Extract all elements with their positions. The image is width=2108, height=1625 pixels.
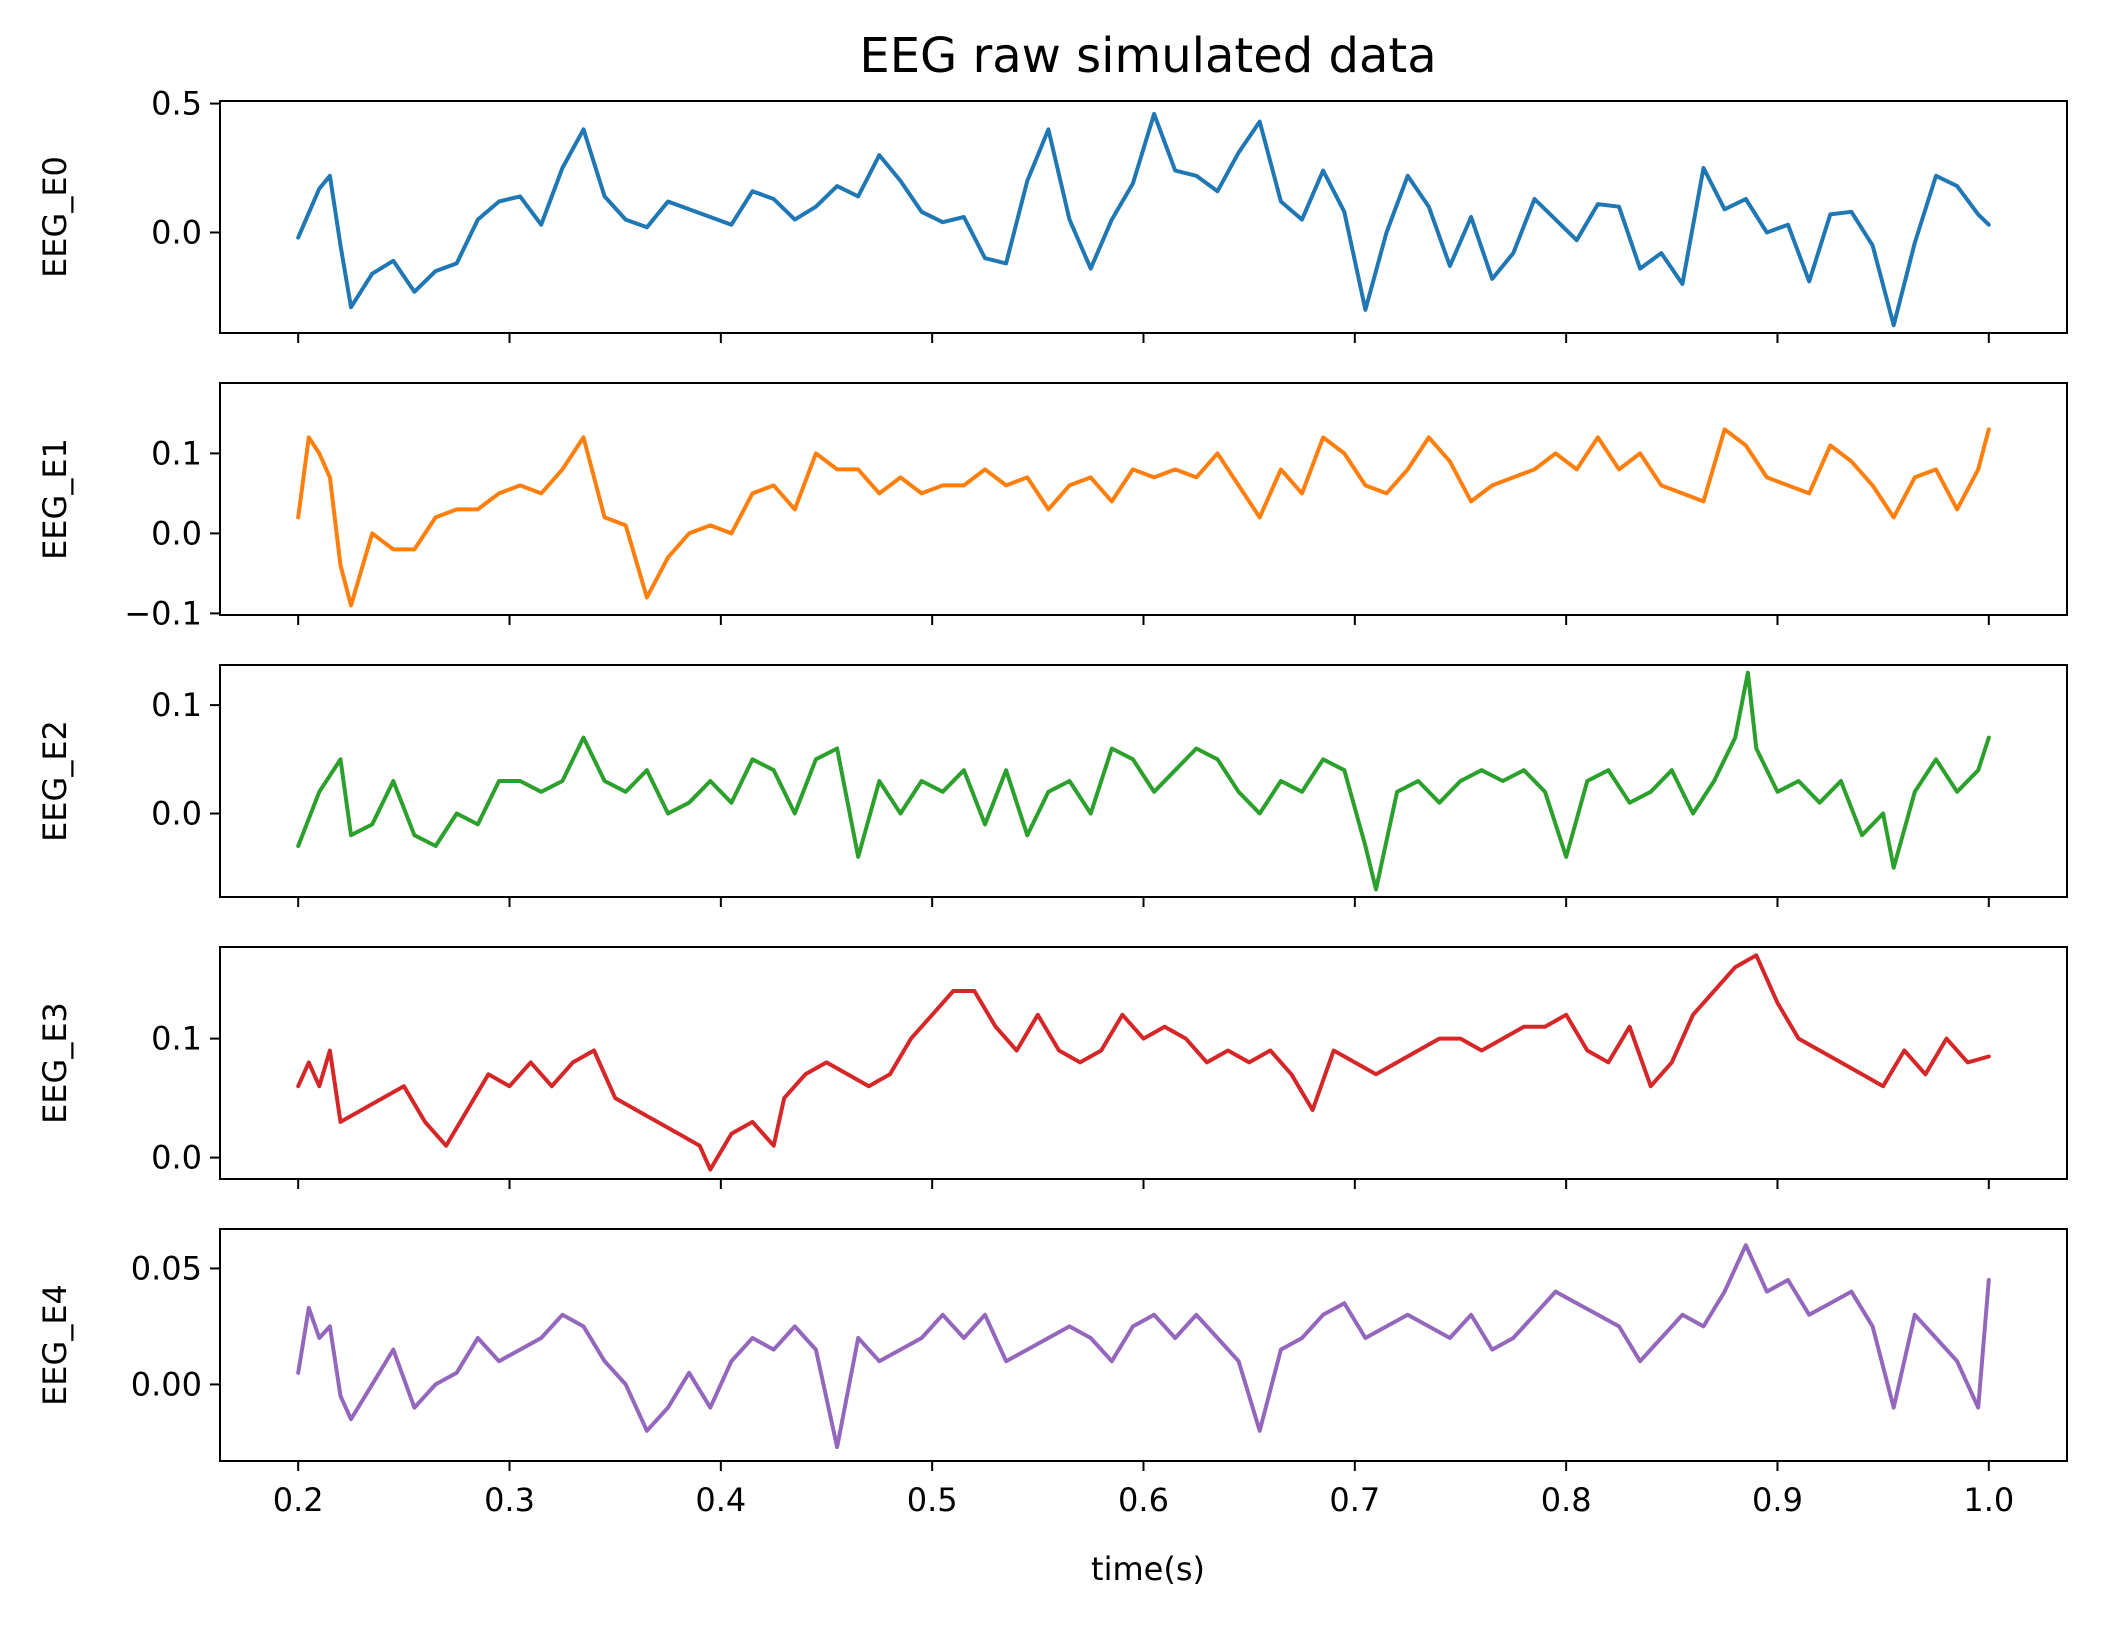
y-tick-label: 0.00 [131,1365,202,1403]
subplot-panels: 0.0 0.5 EEG_E0 −0.1 0.0 0.1 EEG_E1 0.0 0.1 EEG_E2… [36,85,2068,1519]
subplot-4: 0.00 0.05 EEG_E4 0.2 0.3 0.4 0.5 0.6 0.7 0.8 0.9 1.… [36,1228,2068,1519]
y-tick-label: 0.1 [151,1020,202,1058]
y-axis-label-EEG_E4: EEG_E4 [36,1284,74,1406]
series-line-EEG_E3 [296,953,1991,1172]
y-tick-label: 0.0 [151,213,202,251]
chart-title: EEG raw simulated data [859,28,1436,84]
series-line-EEG_E1 [296,427,1991,608]
x-tick-label: 0.5 [907,1481,958,1519]
series-line-EEG_E2 [296,670,1991,892]
x-tick-label: 0.7 [1329,1481,1380,1519]
series-line-EEG_E4 [296,1243,1991,1450]
y-tick-label: −0.1 [124,594,202,632]
y-axis-label-EEG_E3: EEG_E3 [36,1002,74,1124]
x-tick-label: 1.0 [1963,1481,2014,1519]
y-tick-label: 0.1 [151,434,202,472]
y-axis-label-EEG_E1: EEG_E1 [36,438,74,560]
y-tick-label: 0.0 [151,1139,202,1177]
y-tick-label: 0.5 [151,85,202,123]
subplot-2: 0.0 0.1 EEG_E2 [36,664,2068,907]
x-tick-label: 0.3 [484,1481,535,1519]
x-tick-label: 0.9 [1752,1481,1803,1519]
x-tick-label: 0.8 [1541,1481,1592,1519]
y-tick-label: 0.05 [131,1249,202,1287]
x-tick-label: 0.4 [695,1481,746,1519]
y-tick-label: 0.1 [151,686,202,724]
x-axis-label: time(s) [1091,1550,1205,1588]
x-tick-label: 0.2 [273,1481,324,1519]
y-axis-label-EEG_E2: EEG_E2 [36,720,74,842]
subplot-3: 0.0 0.1 EEG_E3 [36,946,2068,1189]
x-tick-label: 0.6 [1118,1481,1169,1519]
y-axis-label-EEG_E0: EEG_E0 [36,156,74,278]
series-line-EEG_E0 [296,111,1991,328]
y-tick-label: 0.0 [151,795,202,833]
y-tick-label: 0.0 [151,514,202,552]
subplot-1: −0.1 0.0 0.1 EEG_E1 [36,382,2068,632]
subplot-0: 0.0 0.5 EEG_E0 [36,85,2068,343]
